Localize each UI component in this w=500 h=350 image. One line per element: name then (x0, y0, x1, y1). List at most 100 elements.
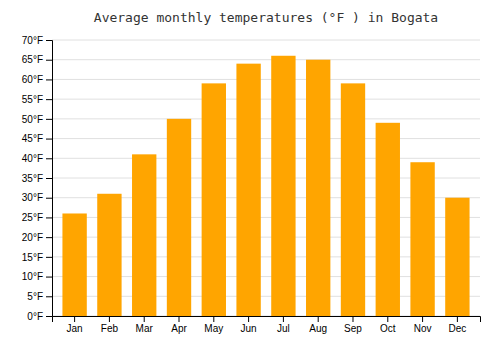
y-tick-label: 45°F (22, 133, 43, 144)
y-tick-mark (46, 277, 52, 278)
x-tick: Oct (380, 316, 396, 334)
y-tick: 30°F (22, 192, 52, 203)
x-tick-mark (179, 316, 180, 322)
y-tick: 65°F (22, 54, 52, 65)
x-tick: Apr (171, 316, 187, 334)
bar (376, 123, 400, 316)
y-tick: 60°F (22, 74, 52, 85)
x-tick-label: Feb (101, 323, 119, 334)
y-tick: 45°F (22, 133, 52, 144)
y-tick-mark (46, 257, 52, 258)
plot: 0°F 5°F 10°F 15°F 20°F 25°F 30°F 35°F 40°F 45°F 50… (22, 35, 481, 334)
x-tick-mark (248, 316, 249, 322)
bar (62, 213, 86, 316)
y-tick-label: 35°F (22, 173, 43, 184)
y-tick-label: 15°F (22, 252, 43, 263)
x-tick-mark (213, 316, 214, 322)
y-tick-label: 10°F (22, 271, 43, 282)
y-axis: 0°F 5°F 10°F 15°F 20°F 25°F 30°F 35°F 40°F 45°F 50… (22, 35, 53, 322)
bar (410, 162, 434, 316)
x-tick-label: May (204, 323, 223, 334)
x-tick: Feb (101, 316, 119, 334)
y-tick-mark (46, 237, 52, 238)
y-tick-mark (46, 79, 52, 80)
grid-line (52, 99, 480, 100)
grid-line (52, 40, 480, 41)
bar (236, 64, 260, 316)
bar (202, 83, 226, 316)
bar (97, 194, 121, 316)
y-tick: 50°F (22, 114, 52, 125)
bar (306, 60, 330, 316)
x-tick-mark (422, 316, 423, 322)
y-tick-label: 25°F (22, 212, 43, 223)
x-tick: May (204, 316, 223, 334)
y-tick-mark (46, 296, 52, 297)
grid (52, 40, 480, 316)
y-tick-mark (46, 178, 52, 179)
x-tick-label: Sep (344, 323, 362, 334)
x-tick: Aug (309, 316, 327, 334)
x-tick-mark (74, 316, 75, 322)
y-tick-mark (46, 40, 52, 41)
y-axis-line (46, 41, 53, 317)
y-tick: 40°F (22, 153, 52, 164)
bar (341, 83, 365, 316)
y-tick-mark (46, 60, 52, 61)
y-tick: 15°F (22, 252, 52, 263)
y-tick: 20°F (22, 232, 52, 243)
x-tick: Jun (241, 316, 257, 334)
grid-line (52, 118, 480, 119)
x-tick-label: Nov (414, 323, 432, 334)
x-tick-mark (109, 316, 110, 322)
title: Average monthly temperatures (°F ) in Bo… (94, 10, 438, 25)
x-tick-label: Apr (171, 323, 187, 334)
x-axis-line (53, 317, 481, 323)
y-tick-mark (46, 217, 52, 218)
x-tick-label: Jun (241, 323, 257, 334)
grid-line (52, 158, 480, 159)
y-tick-label: 70°F (22, 35, 43, 46)
x-tick-label: Oct (380, 323, 396, 334)
y-tick-label: 20°F (22, 232, 43, 243)
y-tick-label: 40°F (22, 153, 43, 164)
x-tick-label: Jul (277, 323, 290, 334)
bar (445, 198, 469, 316)
y-tick-mark (46, 198, 52, 199)
y-tick: 70°F (22, 35, 52, 46)
y-tick-mark (46, 316, 52, 317)
grid-line (52, 59, 480, 60)
x-tick-mark (283, 316, 284, 322)
x-tick-mark (457, 316, 458, 322)
x-axis: Jan Feb Mar Apr May Jun Jul Aug Sep Oct Nov Dec (53, 316, 481, 334)
y-tick-label: 50°F (22, 114, 43, 125)
y-tick-label: 60°F (22, 74, 43, 85)
y-tick-label: 5°F (27, 291, 43, 302)
x-tick-mark (387, 316, 388, 322)
x-tick-mark (144, 316, 145, 322)
x-tick: Jan (67, 316, 83, 334)
y-tick-mark (46, 158, 52, 159)
x-tick: Mar (136, 316, 154, 334)
y-tick-mark (46, 99, 52, 100)
y-tick-label: 0°F (27, 311, 43, 322)
grid-line (52, 79, 480, 80)
y-tick-mark (46, 119, 52, 120)
y-tick-label: 65°F (22, 54, 43, 65)
bars (62, 56, 469, 316)
y-tick: 0°F (27, 311, 52, 322)
y-tick: 55°F (22, 94, 52, 105)
x-tick-mark (318, 316, 319, 322)
y-tick-label: 30°F (22, 192, 43, 203)
x-tick-label: Aug (309, 323, 327, 334)
x-tick-label: Jan (67, 323, 83, 334)
x-tick: Jul (277, 316, 290, 334)
bar (167, 119, 191, 316)
y-tick: 10°F (22, 271, 52, 282)
bar (132, 154, 156, 316)
x-tick: Sep (344, 316, 362, 334)
chart: 0°F 5°F 10°F 15°F 20°F 25°F 30°F 35°F 40°F 45°F 50… (0, 0, 500, 350)
y-tick-mark (46, 139, 52, 140)
bar (271, 56, 295, 316)
x-tick-label: Dec (448, 323, 466, 334)
